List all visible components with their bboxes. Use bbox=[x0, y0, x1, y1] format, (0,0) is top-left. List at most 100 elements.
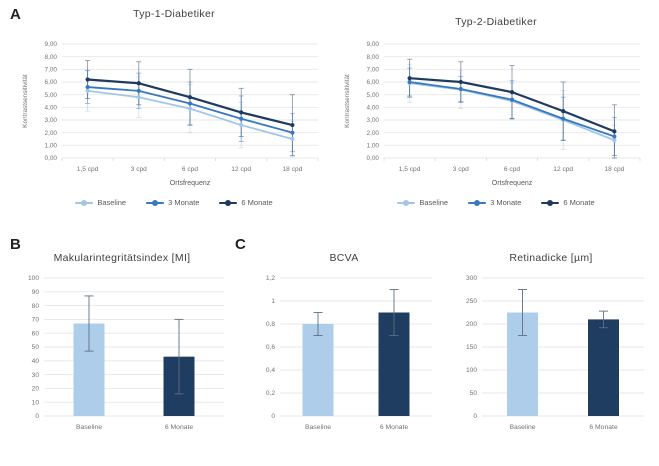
legend-item-6-monate: 6 Monate bbox=[541, 198, 595, 207]
svg-text:60: 60 bbox=[32, 330, 40, 337]
typ1-line-chart: 0,00 1,00 2,00 3,00 4,00 5,00 6,00 7,00 8,00 9,00… bbox=[16, 26, 332, 196]
typ1-chart-title: Typ-1-Diabetiker bbox=[133, 8, 215, 20]
svg-text:0,4: 0,4 bbox=[266, 367, 275, 374]
svg-text:200: 200 bbox=[466, 321, 477, 328]
svg-text:50: 50 bbox=[32, 344, 40, 351]
svg-text:300: 300 bbox=[466, 275, 477, 282]
svg-text:1,2: 1,2 bbox=[266, 275, 275, 282]
svg-text:0,8: 0,8 bbox=[266, 321, 275, 328]
bcva-chart-title: BCVA bbox=[329, 252, 359, 264]
svg-text:6,00: 6,00 bbox=[45, 79, 58, 86]
retina-chart-title: Retinadicke [µm] bbox=[509, 252, 593, 264]
typ2-line-chart: 0,00 1,00 2,00 3,00 4,00 5,00 6,00 7,00 8,00 9,00… bbox=[338, 26, 654, 196]
legend-marker-icon bbox=[146, 199, 165, 206]
svg-text:8,00: 8,00 bbox=[45, 54, 58, 61]
legend-item-baseline: Baseline bbox=[397, 198, 448, 207]
svg-text:12 cpd: 12 cpd bbox=[231, 166, 251, 173]
svg-text:6 cpd: 6 cpd bbox=[504, 166, 520, 173]
svg-text:0: 0 bbox=[271, 413, 275, 420]
svg-text:3,00: 3,00 bbox=[367, 117, 380, 124]
legend-item-baseline: Baseline bbox=[75, 198, 126, 207]
svg-text:1: 1 bbox=[271, 298, 275, 305]
mi-svg: 0 10 20 30 40 50 60 70 80 90 100 Baseline 6 Monate bbox=[28, 275, 224, 431]
svg-text:5,00: 5,00 bbox=[367, 92, 380, 99]
svg-text:4,00: 4,00 bbox=[367, 105, 380, 112]
svg-text:250: 250 bbox=[466, 298, 477, 305]
svg-text:20: 20 bbox=[32, 386, 40, 393]
mi-chart-title: Makularintegritätsindex [MI] bbox=[53, 252, 191, 264]
retina-svg: 0 50 100 150 200 250 300 Baseline 6 Monate bbox=[466, 275, 644, 431]
legend-label: 3 Monate bbox=[490, 198, 522, 207]
bcva-svg: 0 0,2 0,4 0,6 0,8 1 1,2 Baseline 6 Monate bbox=[266, 275, 432, 431]
typ2-chart-title: Typ-2-Diabetiker bbox=[455, 16, 537, 28]
svg-text:9,00: 9,00 bbox=[367, 41, 380, 48]
svg-text:Ortsfrequenz: Ortsfrequenz bbox=[170, 180, 211, 187]
legend-marker-icon bbox=[219, 199, 238, 206]
svg-text:6 cpd: 6 cpd bbox=[182, 166, 198, 173]
svg-text:40: 40 bbox=[32, 358, 40, 365]
svg-text:30: 30 bbox=[32, 372, 40, 379]
legend-marker-icon bbox=[468, 199, 487, 206]
svg-text:1,00: 1,00 bbox=[367, 143, 380, 150]
svg-text:3 cpd: 3 cpd bbox=[131, 166, 147, 173]
svg-text:2,00: 2,00 bbox=[45, 130, 58, 137]
legend-marker-icon bbox=[541, 199, 560, 206]
mi-chart: Makularintegritätsindex [MI] 0 10 20 30 40 50… bbox=[10, 246, 234, 442]
svg-text:0,2: 0,2 bbox=[266, 390, 275, 397]
mi-bar-chart: 0 10 20 30 40 50 60 70 80 90 100 Baseline 6 Monate bbox=[10, 270, 234, 442]
svg-text:3 cpd: 3 cpd bbox=[453, 166, 469, 173]
svg-text:90: 90 bbox=[32, 289, 40, 296]
panel-a-label: A bbox=[10, 6, 22, 23]
svg-text:80: 80 bbox=[32, 303, 40, 310]
svg-text:1,5 cpd: 1,5 cpd bbox=[399, 166, 421, 173]
typ2-legend: Baseline 3 Monate 6 Monate bbox=[338, 198, 654, 207]
svg-text:7,00: 7,00 bbox=[45, 67, 58, 74]
legend-label: 6 Monate bbox=[563, 198, 595, 207]
panel-b-label: B bbox=[10, 236, 22, 253]
legend-item-3-monate: 3 Monate bbox=[468, 198, 521, 207]
retina-chart: Retinadicke [µm] 0 50 100 150 200 250 300 Basel… bbox=[448, 246, 654, 442]
svg-text:Kontrastsensitivität: Kontrastsensitivität bbox=[344, 74, 351, 128]
svg-text:100: 100 bbox=[466, 367, 477, 374]
svg-text:6 Monate: 6 Monate bbox=[380, 424, 409, 431]
svg-text:0,00: 0,00 bbox=[45, 155, 58, 162]
typ2-svg: 0,00 1,00 2,00 3,00 4,00 5,00 6,00 7,00 8,00 9,00… bbox=[344, 41, 641, 187]
svg-text:2,00: 2,00 bbox=[367, 130, 380, 137]
typ1-svg: 0,00 1,00 2,00 3,00 4,00 5,00 6,00 7,00 8,00 9,00… bbox=[22, 41, 319, 187]
typ1-chart: Typ-1-Diabetiker 0,00 1,00 2,00 3,00 4,00 5,0… bbox=[16, 2, 332, 207]
svg-text:Ortsfrequenz: Ortsfrequenz bbox=[492, 180, 533, 187]
svg-text:8,00: 8,00 bbox=[367, 54, 380, 61]
svg-text:9,00: 9,00 bbox=[45, 41, 58, 48]
svg-text:50: 50 bbox=[470, 390, 478, 397]
typ2-chart: Typ-2-Diabetiker 0,00 1,00 2,00 3,00 4,00 5,0… bbox=[338, 2, 654, 207]
svg-text:0,6: 0,6 bbox=[266, 344, 275, 351]
svg-text:0: 0 bbox=[473, 413, 477, 420]
svg-text:Kontrastsensitivität: Kontrastsensitivität bbox=[22, 74, 29, 128]
panel-c-label: C bbox=[235, 236, 247, 253]
svg-text:10: 10 bbox=[32, 399, 40, 406]
legend-label: 3 Monate bbox=[168, 198, 200, 207]
svg-text:70: 70 bbox=[32, 317, 40, 324]
legend-marker-icon bbox=[75, 199, 94, 206]
legend-item-3-monate: 3 Monate bbox=[146, 198, 199, 207]
svg-text:Baseline: Baseline bbox=[305, 424, 331, 431]
legend-label: 6 Monate bbox=[241, 198, 273, 207]
svg-text:0,00: 0,00 bbox=[367, 155, 380, 162]
svg-text:18 cpd: 18 cpd bbox=[604, 166, 624, 173]
svg-text:6 Monate: 6 Monate bbox=[165, 424, 194, 431]
svg-text:7,00: 7,00 bbox=[367, 67, 380, 74]
svg-text:0: 0 bbox=[35, 413, 39, 420]
legend-label: Baseline bbox=[419, 198, 449, 207]
svg-text:3,00: 3,00 bbox=[45, 117, 58, 124]
svg-text:100: 100 bbox=[28, 275, 39, 282]
bcva-chart: BCVA 0 0,2 0,4 0,6 0,8 1 1,2 Baseline 6 Monate bbox=[246, 246, 442, 442]
bcva-bar-chart: 0 0,2 0,4 0,6 0,8 1 1,2 Baseline 6 Monate bbox=[246, 270, 442, 442]
legend-marker-icon bbox=[397, 199, 416, 206]
svg-text:5,00: 5,00 bbox=[45, 92, 58, 99]
svg-text:12 cpd: 12 cpd bbox=[553, 166, 573, 173]
svg-text:1,00: 1,00 bbox=[45, 143, 58, 150]
svg-text:4,00: 4,00 bbox=[45, 105, 58, 112]
legend-label: Baseline bbox=[97, 198, 127, 207]
svg-text:Baseline: Baseline bbox=[509, 424, 535, 431]
